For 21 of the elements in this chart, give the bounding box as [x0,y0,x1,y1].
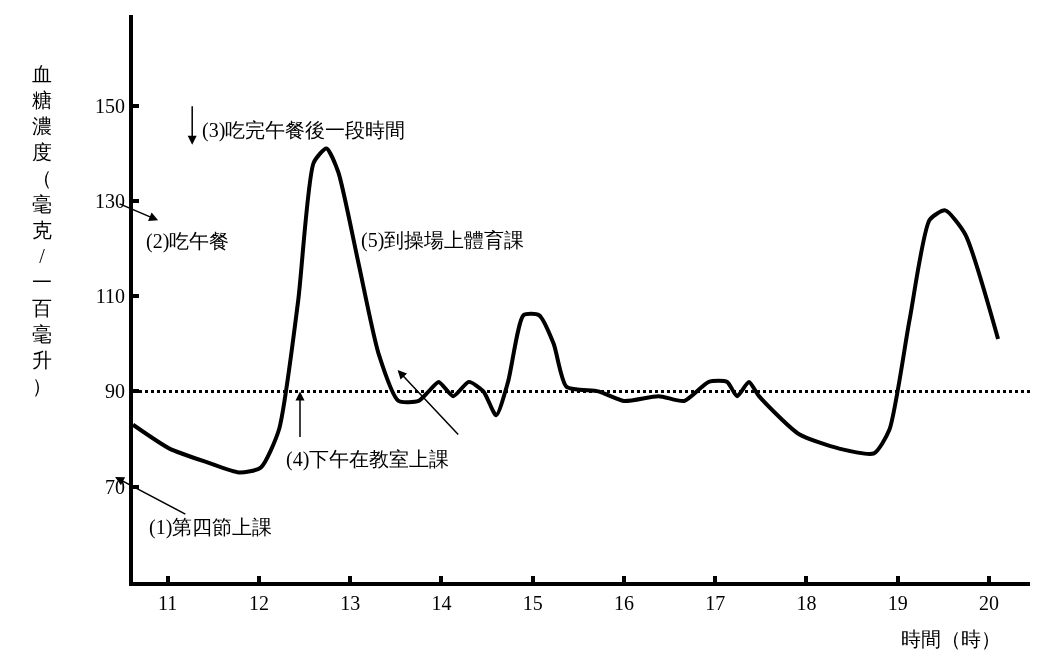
x-tick-label: 14 [431,592,452,614]
x-tick-label: 15 [522,592,543,614]
annotation: (2)吃午餐 [146,230,230,253]
x-tick-label: 11 [158,592,178,614]
x-tick-label: 19 [887,592,908,614]
annotation: (4)下午在教室上課 [286,448,450,471]
x-tick-label: 13 [340,592,361,614]
x-tick-label: 12 [248,592,269,614]
annotation: (5)到操場上體育課 [361,229,525,252]
annotation: (3)吃完午餐後一段時間 [202,119,406,142]
x-tick-label: 20 [978,592,999,614]
y-tick-label: 150 [95,94,125,117]
y-tick-label: 110 [95,285,125,308]
y-tick-label: 90 [105,380,125,403]
annotation: (1)第四節上課 [149,516,273,539]
x-axis-title: 時間（時） [901,628,1001,650]
y-tick-label: 130 [95,189,125,212]
x-tick-label: 18 [796,592,817,614]
text: 血糖濃度（毫克/一百毫升） [32,63,52,397]
x-tick-label: 17 [705,592,726,614]
x-tick-label: 16 [613,592,634,614]
